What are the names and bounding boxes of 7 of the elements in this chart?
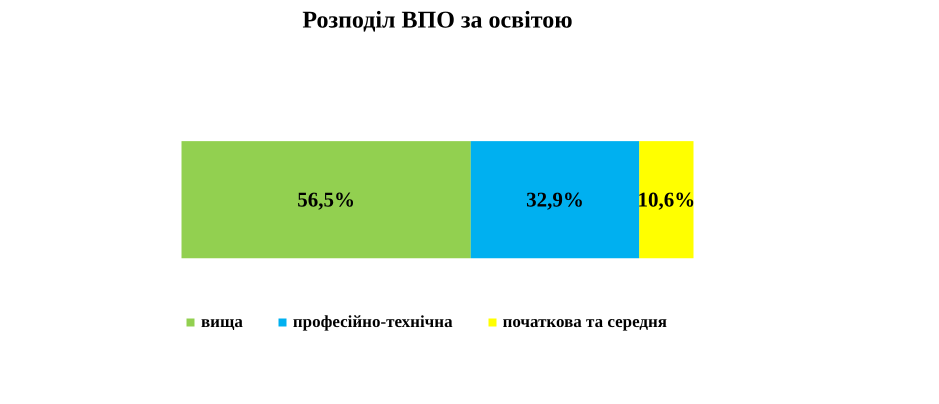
legend-label: початкова та середня [502, 312, 667, 332]
data-label: 10,6% [637, 188, 696, 212]
legend-label: вища [201, 312, 243, 332]
data-label: 32,9% [526, 188, 584, 212]
legend-label: професійно-технічна [292, 312, 453, 332]
data-label: 56,5% [297, 188, 356, 212]
chart-title: Розподіл ВПО за освітою [302, 8, 573, 34]
